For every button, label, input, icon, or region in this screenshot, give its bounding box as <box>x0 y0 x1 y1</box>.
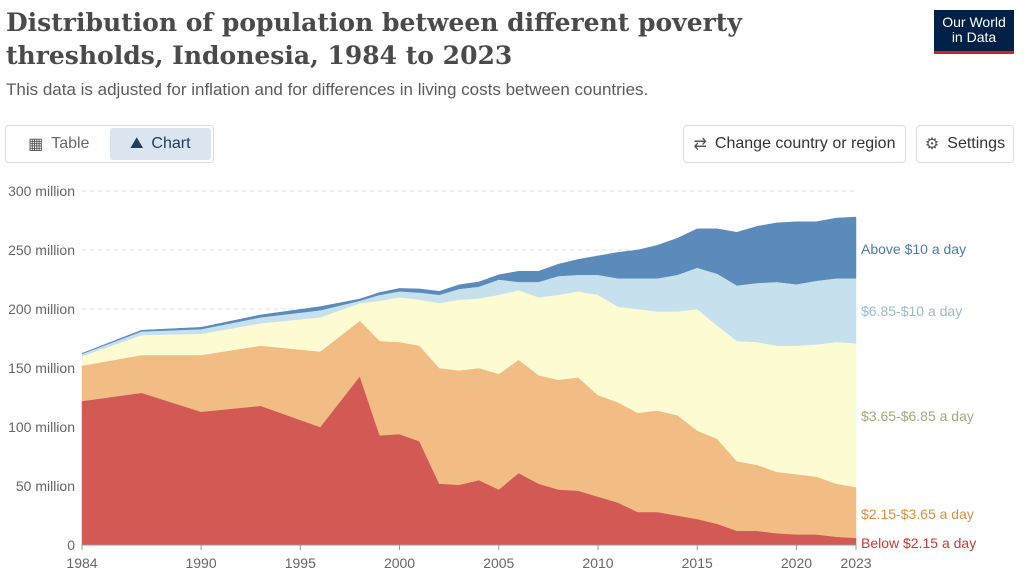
settings-button[interactable]: ⚙ Settings <box>916 125 1014 163</box>
logo-line-1: Our World <box>942 14 1006 30</box>
x-tick-label: 1995 <box>285 555 316 571</box>
tab-chart-label: Chart <box>151 135 191 152</box>
area-series-1 <box>81 320 857 539</box>
x-tick-label: 1984 <box>66 555 97 571</box>
page-title: Distribution of population between diffe… <box>6 8 742 70</box>
view-tabs: ▦ Table ⛰ Chart <box>5 125 214 163</box>
y-tick-label: 0 <box>67 537 75 553</box>
x-tick-label: 2020 <box>781 555 812 571</box>
series-label: $3.65-$6.85 a day <box>861 408 974 424</box>
series-label: Above $10 a day <box>861 241 966 257</box>
area-series-4 <box>81 216 857 355</box>
change-country-button[interactable]: ⇄ Change country or region <box>683 125 906 163</box>
table-icon: ▦ <box>28 136 44 153</box>
area-series-2 <box>81 289 857 488</box>
x-tick-label: 2023 <box>840 555 871 571</box>
x-tick-label: 2000 <box>384 555 415 571</box>
area-series-0 <box>81 375 857 546</box>
chart-icon: ⛰ <box>129 135 144 152</box>
y-tick-label: 150 million <box>8 360 75 376</box>
x-tick-label: 1990 <box>185 555 216 571</box>
owid-logo[interactable]: Our World in Data <box>934 10 1014 54</box>
y-tick-label: 200 million <box>8 301 75 317</box>
tab-chart[interactable]: ⛰ Chart <box>109 128 211 160</box>
tab-table[interactable]: ▦ Table <box>8 128 110 160</box>
x-tick-label: 2005 <box>483 555 514 571</box>
tab-table-label: Table <box>51 135 90 152</box>
swap-icon: ⇄ <box>693 136 707 153</box>
y-tick-label: 300 million <box>8 183 75 199</box>
y-tick-label: 50 million <box>16 478 75 494</box>
settings-label: Settings <box>947 135 1006 152</box>
x-tick-label: 2010 <box>582 555 613 571</box>
logo-line-2: in Data <box>951 29 997 45</box>
series-label: $2.15-$3.65 a day <box>861 506 974 522</box>
series-label: Below $2.15 a day <box>861 535 976 551</box>
x-tick-label: 2015 <box>682 555 713 571</box>
page-subtitle: This data is adjusted for inflation and … <box>6 80 649 99</box>
y-tick-label: 100 million <box>8 419 75 435</box>
series-label: $6.85-$10 a day <box>861 303 962 319</box>
gear-icon: ⚙ <box>924 136 940 153</box>
y-tick-label: 250 million <box>8 242 75 258</box>
change-country-label: Change country or region <box>714 135 896 152</box>
area-series-3 <box>81 267 857 357</box>
